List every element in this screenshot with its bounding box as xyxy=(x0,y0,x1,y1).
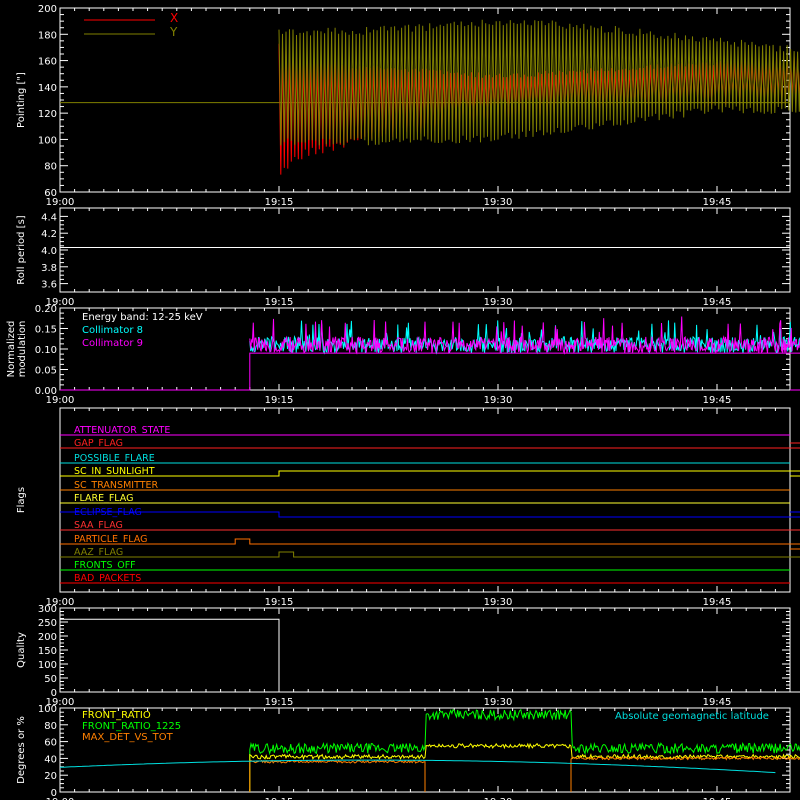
flag-label: PARTICLE_FLAG xyxy=(74,534,147,545)
series-max-det-vs-tot-line xyxy=(249,756,800,792)
flag-label: AAZ_FLAG xyxy=(74,547,123,558)
legend-max-det-vs-tot: MAX_DET_VS_TOT xyxy=(82,732,174,743)
x-tick-label: 19:45 xyxy=(703,797,732,800)
legend-front-ratio-1225: FRONT_RATIO_1225 xyxy=(82,721,181,732)
legend-collimator-8: Collimator 8 xyxy=(82,325,143,336)
y-tick-label: 200 xyxy=(38,632,57,643)
y-tick-label: 60 xyxy=(44,738,57,749)
y-tick-label: 3.6 xyxy=(41,280,57,291)
series-front-ratio-line xyxy=(249,742,800,792)
legend-collimator-9: Collimator 9 xyxy=(82,338,143,349)
x-tick-label: 19:00 xyxy=(46,297,75,308)
y-tick-label: 0 xyxy=(51,788,57,799)
flag-line xyxy=(60,529,800,531)
y-tick-label: 0.05 xyxy=(35,366,57,377)
x-tick-label: 19:45 xyxy=(703,395,732,406)
legend-geomagnetic-latitude: Absolute geomagnetic latitude xyxy=(615,711,769,722)
y-tick-label: 3.8 xyxy=(41,263,57,274)
y-tick-label: 20 xyxy=(44,771,57,782)
segment-outline xyxy=(60,352,800,391)
y-tick-label: 0 xyxy=(51,688,57,699)
x-tick-label: 19:45 xyxy=(703,297,732,308)
x-tick-label: 19:45 xyxy=(703,197,732,208)
x-tick-label: 19:15 xyxy=(265,297,294,308)
y-tick-label: 200 xyxy=(38,4,57,15)
flag-label: ATTENUATOR_STATE xyxy=(74,425,170,436)
y-axis-label: Roll period [s] xyxy=(16,215,27,284)
x-tick-label: 19:15 xyxy=(265,597,294,608)
y-axis-label: Flags xyxy=(16,487,27,513)
x-tick-label: 19:15 xyxy=(265,197,294,208)
legend-y-label: Y xyxy=(169,25,178,39)
x-tick-label: 19:15 xyxy=(265,395,294,406)
series-front-ratio-1225-line xyxy=(249,708,800,792)
y-tick-label: 300 xyxy=(38,604,57,615)
y-tick-label: 160 xyxy=(38,57,57,68)
y-tick-label: 80 xyxy=(44,162,57,173)
x-tick-label: 19:30 xyxy=(484,697,513,708)
y-tick-label: 250 xyxy=(38,618,57,629)
flag-label: SC_IN_SUNLIGHT xyxy=(74,466,155,477)
flag-line xyxy=(60,551,800,558)
y-tick-label: 0.20 xyxy=(35,304,57,315)
flag-label: SAA_FLAG xyxy=(74,520,123,531)
x-tick-label: 19:00 xyxy=(46,197,75,208)
y-axis-label: Quality xyxy=(16,632,27,668)
y-axis-label: Pointing ["] xyxy=(16,72,27,128)
flag-line xyxy=(60,538,800,550)
y-tick-label: 0.15 xyxy=(35,325,57,336)
series-quality-line xyxy=(60,618,800,693)
y-tick-label: 0.00 xyxy=(35,386,57,397)
x-tick-label: 19:30 xyxy=(484,197,513,208)
x-tick-label: 19:00 xyxy=(46,697,75,708)
x-tick-label: 19:30 xyxy=(484,395,513,406)
flag-label: BAD_PACKETS xyxy=(74,573,141,584)
legend-front-ratio: FRONT_RATIO xyxy=(82,710,151,721)
y-tick-label: 100 xyxy=(38,660,57,671)
x-tick-label: 19:30 xyxy=(484,597,513,608)
flag-label: SC_TRANSMITTER xyxy=(74,480,159,491)
flag-label: FLARE_FLAG xyxy=(74,493,134,504)
x-tick-label: 19:00 xyxy=(46,395,75,406)
flag-line xyxy=(60,470,800,477)
y-tick-label: 140 xyxy=(38,83,57,94)
y-tick-label: 4.0 xyxy=(41,246,57,257)
y-tick-label: 0.10 xyxy=(35,345,57,356)
energy-band-annotation: Energy band: 12-25 keV xyxy=(82,312,203,323)
flag-label: GAP_FLAG xyxy=(74,438,123,449)
series-y-line xyxy=(278,19,800,146)
y-axis-label: Degrees or % xyxy=(16,716,27,784)
flag-label: FRONTS_OFF xyxy=(74,560,136,571)
y-tick-label: 120 xyxy=(38,109,57,120)
y-axis-label-line: Normalized xyxy=(6,321,17,378)
y-tick-label: 100 xyxy=(38,135,57,146)
x-tick-label: 19:45 xyxy=(703,597,732,608)
y-tick-label: 80 xyxy=(44,721,57,732)
x-tick-label: 19:45 xyxy=(703,697,732,708)
y-tick-label: 60 xyxy=(44,188,57,199)
x-tick-label: 19:00 xyxy=(46,797,75,800)
x-tick-label: 19:00 xyxy=(46,597,75,608)
y-tick-label: 100 xyxy=(38,704,57,715)
x-tick-label: 19:30 xyxy=(484,797,513,800)
y-tick-label: 50 xyxy=(44,674,57,685)
y-axis-label: Normalizedmodulation xyxy=(6,321,28,378)
y-tick-label: 4.4 xyxy=(41,212,57,223)
y-tick-label: 150 xyxy=(38,646,57,657)
x-tick-label: 19:15 xyxy=(265,697,294,708)
x-tick-label: 19:15 xyxy=(265,797,294,800)
y-axis-label-line: modulation xyxy=(17,321,28,378)
series-collimator-9-line xyxy=(249,316,800,355)
series-geomagnetic-latitude-line xyxy=(59,759,776,774)
legend-x-label: X xyxy=(170,11,178,25)
y-tick-label: 180 xyxy=(38,30,57,41)
y-tick-label: 40 xyxy=(44,754,57,765)
flag-label: POSSIBLE_FLARE xyxy=(74,453,155,464)
y-tick-label: 4.2 xyxy=(41,229,57,240)
flag-line xyxy=(60,511,800,518)
flag-label: ECLIPSE_FLAG xyxy=(74,507,142,518)
x-tick-label: 19:30 xyxy=(484,297,513,308)
